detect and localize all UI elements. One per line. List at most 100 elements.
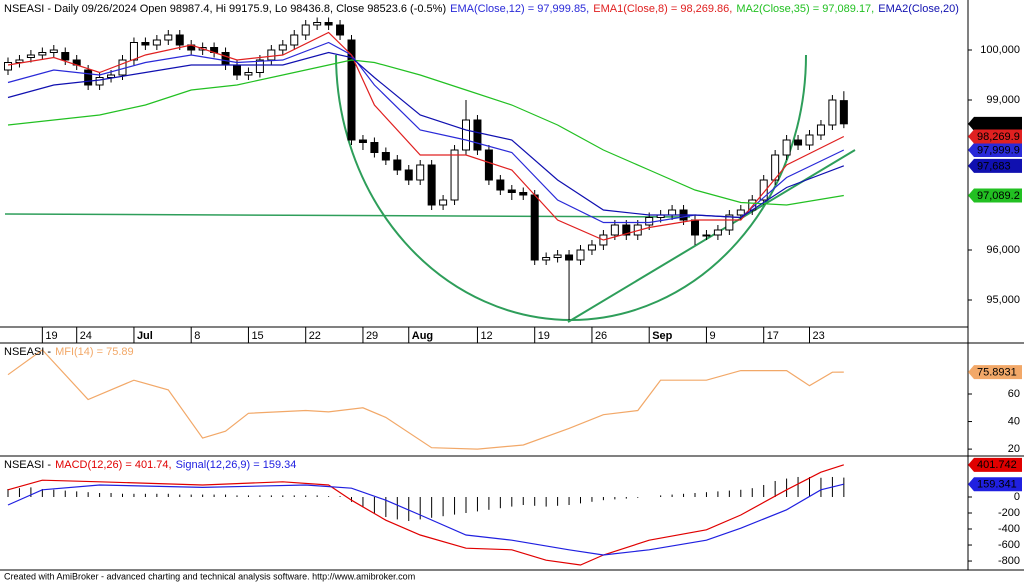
candle-body: [439, 199, 448, 206]
candle-body: [336, 24, 345, 36]
candle-body: [805, 134, 814, 146]
panel-header: NSEASI - MACD(12,26) = 401.74, Signal(12,2…: [4, 459, 296, 471]
candle-body: [691, 219, 699, 236]
x-tick-label: 8: [194, 330, 200, 342]
legend-entry: EMA(Close,12) = 97,999.85,: [450, 3, 589, 15]
y-tick-label: -600: [998, 539, 1020, 551]
candle-body: [61, 52, 70, 61]
x-tick-label: 26: [595, 330, 607, 342]
panel-title: NSEASI - Daily 09/26/2024 Open 98987.4, …: [4, 3, 446, 15]
candle-body: [587, 244, 596, 251]
panel-title: NSEASI -: [4, 346, 51, 358]
indicator-line: [7, 483, 844, 556]
candle-body: [95, 77, 104, 86]
x-tick-label: 24: [80, 330, 92, 342]
panel-header: NSEASI - MFI(14) = 75.89: [4, 346, 134, 358]
horizontal-trendline: [4, 213, 691, 218]
value-box-label: 97,089.2: [977, 190, 1020, 202]
y-tick-label: 40: [1008, 415, 1020, 427]
y-tick-label: 96,000: [986, 244, 1020, 256]
candle-body: [507, 189, 516, 193]
value-box: [968, 188, 1022, 203]
candle-body: [381, 152, 390, 161]
value-box-label: 97,683: [977, 160, 1011, 172]
footer: Created with AmiBroker - advanced charti…: [4, 571, 415, 581]
candle-body: [462, 119, 470, 151]
candle-body: [393, 159, 402, 171]
candle-body: [26, 54, 35, 58]
value-box: [968, 457, 1022, 472]
indicator-line: [7, 31, 845, 241]
value-box-label: 98,269.9: [977, 131, 1020, 143]
candle-body: [278, 44, 287, 51]
candle-body: [565, 254, 574, 261]
legend-entry: EMA1(Close,8) = 98,269.86,: [593, 3, 732, 15]
value-box-label: 75.8931: [977, 366, 1017, 378]
candle-body: [267, 49, 276, 61]
y-tick-label: 95,000: [986, 294, 1020, 306]
x-tick-label: 19: [45, 330, 57, 342]
x-tick-label: 29: [366, 330, 378, 342]
legend-entry: Signal(12,26,9) = 159.34: [176, 459, 297, 471]
y-tick-label: -200: [998, 507, 1020, 519]
legend-entry: MACD(12,26) = 401.74,: [55, 459, 171, 471]
candle-body: [553, 254, 562, 258]
candle-body: [702, 234, 711, 237]
y-tick-label: 0: [1014, 491, 1020, 503]
indicator-line: [7, 349, 844, 450]
candle-body: [427, 164, 436, 206]
candle-body: [175, 34, 184, 46]
candle-body: [107, 74, 116, 78]
panel-title: NSEASI -: [4, 459, 51, 471]
candle-body: [484, 149, 493, 181]
candle-body: [370, 142, 379, 153]
candle-body: [496, 179, 505, 191]
candle-body: [404, 169, 413, 181]
indicator-line: [7, 51, 845, 219]
candle-body: [49, 49, 58, 53]
candle-body: [255, 59, 264, 73]
candle-body: [530, 194, 539, 261]
candle-body: [816, 124, 825, 136]
legend-entry: MA2(Close,35) = 97,089.17,: [736, 3, 874, 15]
y-tick-label: 100,000: [980, 44, 1020, 56]
x-tick-label: Jul: [137, 330, 153, 342]
candle-body: [622, 224, 631, 236]
value-box: [968, 365, 1022, 380]
legend-entry: EMA2(Close,20): [878, 3, 959, 15]
value-box-label: 97,999.9: [977, 144, 1020, 156]
panel-header: NSEASI - Daily 09/26/2024 Open 98987.4, …: [4, 3, 959, 15]
x-tick-label: Sep: [652, 330, 672, 342]
legend-entry: MFI(14) = 75.89: [55, 346, 134, 358]
value-box: [968, 143, 1022, 158]
indicator-line: [7, 464, 844, 566]
candle-body: [771, 154, 780, 181]
candle-body: [736, 209, 745, 216]
candle-body: [610, 224, 619, 236]
candle-body: [725, 214, 734, 231]
candle-body: [473, 119, 482, 151]
candle-body: [84, 69, 93, 86]
candle-body: [645, 217, 654, 226]
value-box-label: 98,523.6: [977, 118, 1020, 130]
candle-body: [301, 24, 310, 36]
candle-body: [519, 192, 528, 196]
x-tick-label: 22: [309, 330, 321, 342]
value-box-label: 159.341: [977, 479, 1017, 491]
x-tick-label: 9: [709, 330, 715, 342]
value-box: [968, 116, 1022, 131]
y-tick-label: -400: [998, 523, 1020, 535]
value-box: [968, 477, 1022, 492]
candle-body: [290, 34, 299, 46]
candle-body: [542, 257, 551, 261]
candle-body: [416, 164, 425, 181]
candle-body: [668, 209, 677, 216]
candle-body: [129, 42, 138, 61]
x-tick-label: Aug: [412, 330, 433, 342]
candle-body: [221, 52, 230, 66]
candle-body: [15, 59, 24, 63]
x-tick-label: 12: [480, 330, 492, 342]
